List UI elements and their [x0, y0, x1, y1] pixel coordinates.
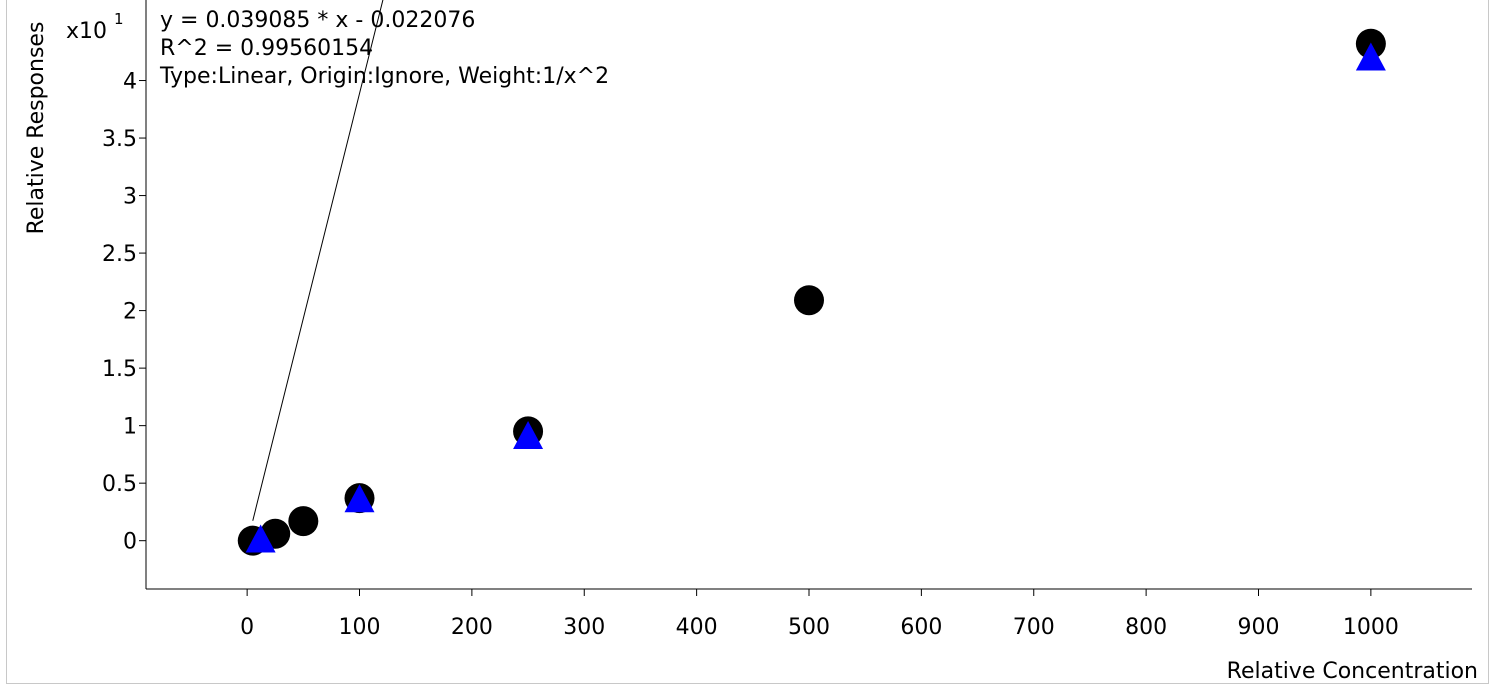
x-tick-label: 600 — [900, 615, 942, 640]
y-tick-label: 1.5 — [102, 357, 137, 382]
x-tick-label: 500 — [788, 615, 830, 640]
x-tick-label: 700 — [1013, 615, 1055, 640]
annotation-equation: y = 0.039085 * x - 0.022076 — [160, 8, 475, 33]
x-tick-label: 300 — [563, 615, 605, 640]
y-tick-label: 3.5 — [102, 127, 137, 152]
y-tick-label: 3 — [123, 185, 137, 210]
y-ticks: 0 0.5 1 1.5 2 2.5 3 3.5 4 — [102, 70, 146, 555]
annotation-r-squared: R^2 = 0.99560154 — [160, 36, 373, 61]
chart-frame — [6, 0, 1489, 684]
y-tick-label: 0.5 — [102, 472, 137, 497]
x-ticks: 0 100 200 300 400 500 600 700 800 900 1000 — [240, 589, 1399, 640]
y-tick-label: 1 — [123, 415, 137, 440]
y-multiplier-label: x10 — [66, 19, 107, 44]
y-axis-label: Relative Responses — [24, 22, 49, 235]
x-tick-label: 100 — [339, 615, 381, 640]
x-tick-label: 900 — [1237, 615, 1279, 640]
y-tick-label: 0 — [123, 530, 137, 555]
y-tick-label: 2 — [123, 300, 137, 325]
data-marks — [237, 28, 1386, 556]
x-tick-label: 0 — [240, 615, 254, 640]
data-point-circle — [794, 285, 824, 316]
data-point-triangle — [1355, 42, 1386, 71]
x-tick-label: 400 — [676, 615, 718, 640]
data-point-circle — [288, 506, 319, 537]
x-tick-label: 800 — [1125, 615, 1167, 640]
data-point-triangle — [344, 484, 375, 513]
y-tick-label: 4 — [123, 70, 137, 95]
data-point-triangle — [513, 420, 544, 449]
annotation-fit-type: Type:Linear, Origin:Ignore, Weight:1/x^2 — [159, 64, 609, 89]
x-tick-label: 200 — [451, 615, 493, 640]
data-point-triangle — [245, 524, 276, 553]
x-axis-label: Relative Concentration — [1227, 659, 1478, 684]
y-multiplier-exponent: 1 — [114, 10, 124, 28]
y-tick-label: 2.5 — [102, 242, 137, 267]
x-tick-label: 1000 — [1343, 615, 1399, 640]
